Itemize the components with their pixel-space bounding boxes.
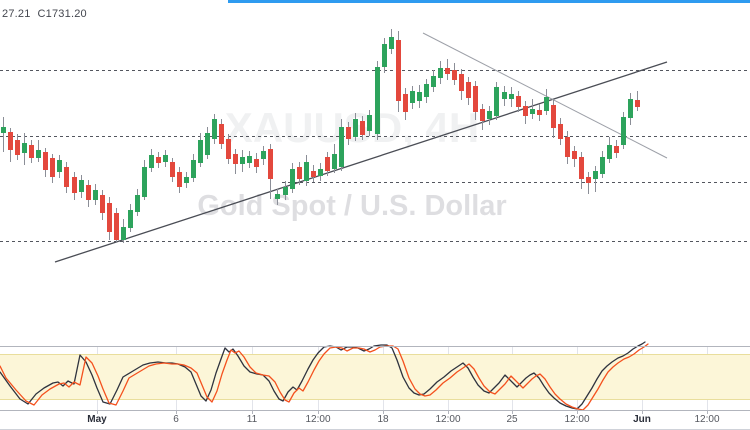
x-axis-label: 6 (173, 414, 179, 425)
x-axis-label: May (87, 414, 107, 425)
ohlc-legend: 27.21 C1731.20 (2, 8, 94, 20)
ohlc-close-value: C1731.20 (37, 8, 87, 20)
x-axis-label: 12:00 (305, 414, 331, 425)
trendline-ascending-support[interactable] (54, 61, 668, 263)
stoch-overbought-oversold-band (0, 354, 750, 400)
x-axis-label: 12:00 (435, 414, 461, 425)
x-axis-label: 25 (506, 414, 518, 425)
widget-top-accent (228, 0, 750, 3)
time-axis[interactable]: May 6 11 12:00 18 12:00 25 12:00 Jun 12:00 (0, 410, 750, 430)
trendline-descending-resistance[interactable] (422, 32, 668, 159)
x-axis-label: 11 (246, 414, 258, 425)
x-axis-label: 18 (377, 414, 389, 425)
stochastic-d-line[interactable] (0, 343, 649, 411)
time-axis-ticks (97, 410, 708, 414)
x-axis-label: Jun (633, 414, 651, 425)
ohlc-legend-fragment: 27.21 (2, 8, 31, 20)
x-axis-label: 12:00 (694, 414, 720, 425)
candlestick-series (1, 29, 640, 243)
x-axis-label: 12:00 (564, 414, 590, 425)
